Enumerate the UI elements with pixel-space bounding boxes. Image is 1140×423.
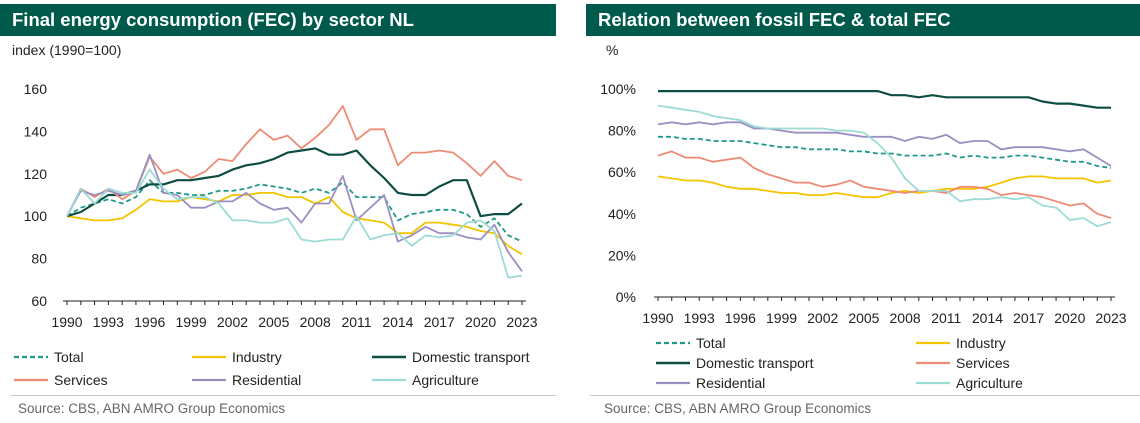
x-tick-label: 2014	[382, 314, 413, 330]
series-line-total	[658, 135, 1112, 169]
source-note: Source: CBS, ABN AMRO Group Economics	[18, 401, 286, 416]
y-axis-unit-label: %	[606, 42, 619, 58]
legend-swatch	[656, 361, 690, 365]
y-tick-label: 120	[24, 166, 48, 182]
legend-label: Agriculture	[956, 375, 1023, 391]
chart-title: Relation between fossil FEC & total FEC	[586, 4, 1140, 36]
x-tick-label: 1990	[51, 314, 82, 330]
legend-swatch	[372, 355, 406, 359]
legend-swatch	[192, 355, 226, 359]
y-tick-label: 60	[31, 293, 47, 309]
x-tick-label: 2020	[1054, 310, 1085, 326]
legend-label: Services	[956, 355, 1010, 371]
series-line-services	[66, 105, 523, 217]
source-divider	[10, 395, 556, 396]
x-tick-label: 2011	[341, 314, 371, 330]
x-tick-label: 1993	[93, 314, 124, 330]
y-tick-label: 100%	[600, 81, 636, 97]
x-tick-label: 2008	[300, 314, 331, 330]
y-tick-label: 20%	[608, 247, 636, 263]
legend-label: Domestic transport	[696, 355, 814, 371]
x-tick-label: 1996	[134, 314, 165, 330]
series-line-domestic-transport	[66, 147, 523, 218]
series-line-residential	[657, 121, 1112, 167]
y-axis-unit-label: index (1990=100)	[12, 42, 122, 58]
series-line-industry	[66, 191, 523, 256]
x-tick-label: 2008	[890, 310, 921, 326]
series-line-industry	[657, 175, 1112, 199]
x-tick-label: 2017	[1013, 310, 1044, 326]
legend-label: Agriculture	[412, 372, 479, 388]
y-tick-label: 140	[24, 123, 48, 139]
chart-panel-fec-by-sector: Final energy consumption (FEC) by sector…	[0, 0, 556, 423]
y-tick-label: 80	[31, 251, 47, 267]
legend-swatch	[14, 355, 48, 359]
y-tick-label: 60%	[608, 164, 636, 180]
legend-label: Industry	[232, 349, 282, 365]
x-tick-label: 2023	[1095, 310, 1126, 326]
legend-label: Industry	[956, 335, 1006, 351]
source-divider	[590, 395, 1140, 396]
x-tick-label: 2023	[506, 314, 537, 330]
x-tick-label: 1999	[766, 310, 797, 326]
y-tick-label: 80%	[608, 123, 636, 139]
legend-label: Residential	[696, 375, 766, 391]
x-tick-label: 2002	[807, 310, 838, 326]
y-tick-label: 40%	[608, 206, 636, 222]
x-tick-label: 2017	[424, 314, 455, 330]
legend-swatch	[916, 341, 950, 345]
y-tick-label: 0%	[616, 289, 636, 305]
x-tick-label: 2011	[931, 310, 961, 326]
chart-panel-fossil-share: Relation between fossil FEC & total FEC …	[586, 0, 1140, 423]
y-tick-label: 160	[24, 81, 48, 97]
x-tick-label: 1996	[725, 310, 756, 326]
x-tick-label: 2020	[465, 314, 496, 330]
series-line-agriculture	[657, 104, 1112, 228]
legend-label: Services	[54, 372, 108, 388]
legend-label: Total	[54, 349, 84, 365]
series-line-total	[66, 179, 523, 243]
legend-swatch	[916, 361, 950, 365]
legend-label: Domestic transport	[412, 349, 530, 365]
x-tick-label: 1993	[684, 310, 715, 326]
x-tick-label: 2002	[217, 314, 248, 330]
x-tick-label: 2005	[848, 310, 879, 326]
x-tick-label: 1990	[642, 310, 673, 326]
legend-swatch	[916, 381, 950, 385]
legend-label: Residential	[232, 372, 302, 388]
legend-swatch	[192, 378, 226, 382]
x-tick-label: 2005	[258, 314, 289, 330]
x-tick-label: 2014	[972, 310, 1003, 326]
line-chart-fec-by-sector: 60 80 100 120 140 160 1990 1993 1996 1999 2002 2005…	[24, 81, 538, 330]
legend-swatch	[372, 378, 406, 382]
legend-label: Total	[696, 335, 726, 351]
x-tick-label: 1999	[176, 314, 207, 330]
chart-title: Final energy consumption (FEC) by sector…	[0, 4, 556, 36]
legend-swatch	[656, 381, 690, 385]
series-line-agriculture	[66, 168, 523, 279]
y-tick-label: 100	[24, 208, 48, 224]
source-note: Source: CBS, ABN AMRO Group Economics	[604, 401, 872, 416]
series-line-services	[657, 150, 1112, 219]
legend-swatch	[14, 378, 48, 382]
series-line-residential	[66, 153, 523, 272]
line-chart-fossil-share: 0% 20% 40% 60% 80% 100% 1990 1993 1996 1999 2002 20…	[600, 81, 1127, 326]
legend-swatch	[656, 341, 690, 345]
series-line-domestic-transport	[658, 89, 1111, 109]
